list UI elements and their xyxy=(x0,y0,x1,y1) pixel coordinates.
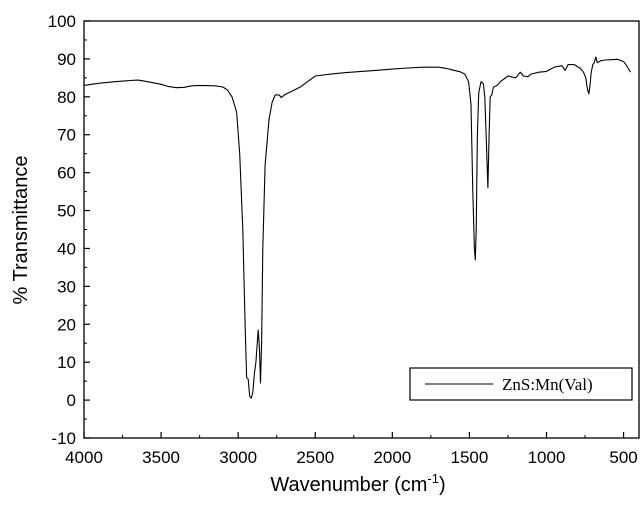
y-tick-label: 0 xyxy=(67,391,76,410)
y-axis-title: % Transmittance xyxy=(10,156,32,305)
y-axis-ticks: -10 0 10 20 30 40 50 60 70 80 90 100 xyxy=(48,12,90,448)
y-tick-label: 80 xyxy=(57,88,76,107)
y-tick-label: 90 xyxy=(57,50,76,69)
x-axis-title-text: Wavenumber xyxy=(270,474,389,496)
x-tick-label: 3500 xyxy=(142,448,180,467)
legend-label: ZnS:Mn(Val) xyxy=(502,375,593,394)
x-tick-label: 500 xyxy=(609,448,637,467)
x-axis-unit-exponent: -1 xyxy=(427,471,439,486)
spectrum-line xyxy=(83,56,631,399)
y-tick-label: 30 xyxy=(57,277,76,296)
y-tick-label: 100 xyxy=(48,12,76,31)
y-tick-label: 70 xyxy=(57,126,76,145)
y-tick-label: -10 xyxy=(51,429,76,448)
y-tick-label: 20 xyxy=(57,315,76,334)
legend: ZnS:Mn(Val) xyxy=(409,367,633,401)
x-tick-label: 1500 xyxy=(451,448,489,467)
x-tick-label: 4000 xyxy=(65,448,103,467)
x-axis-ticks: 4000 3500 3000 2500 2000 1500 1000 500 xyxy=(65,432,638,467)
x-tick-label: 1000 xyxy=(528,448,566,467)
x-tick-label: 3000 xyxy=(219,448,257,467)
y-tick-label: 60 xyxy=(57,164,76,183)
x-axis-title: Wavenumber (cm-1) xyxy=(270,471,445,496)
y-tick-label: 10 xyxy=(57,353,76,372)
svg-text:Wavenumber (cm-1): Wavenumber (cm-1) xyxy=(270,471,445,496)
x-axis-unit: cm xyxy=(401,474,428,496)
y-tick-label: 50 xyxy=(57,202,76,221)
y-tick-label: 40 xyxy=(57,239,76,258)
x-tick-label: 2000 xyxy=(373,448,411,467)
x-tick-label: 2500 xyxy=(296,448,334,467)
